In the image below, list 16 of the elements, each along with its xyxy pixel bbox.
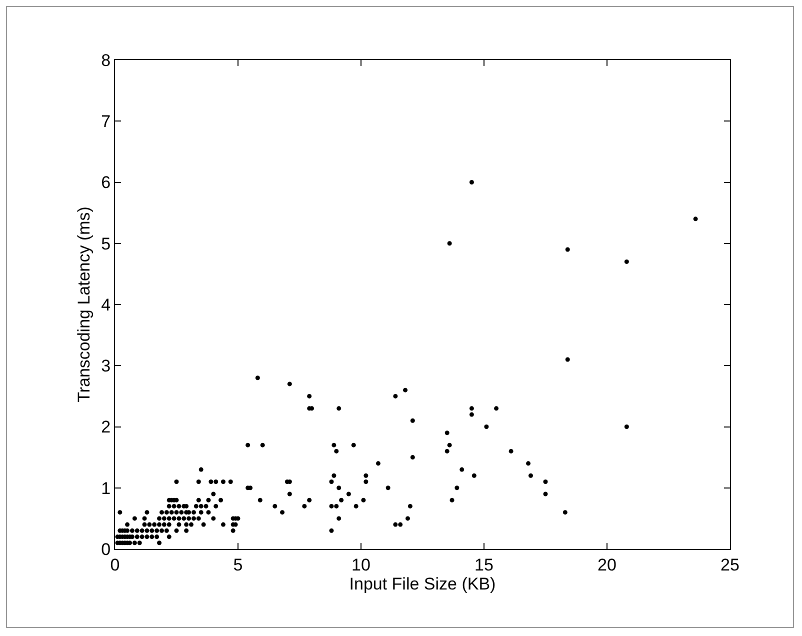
y-tick-label: 2 bbox=[101, 418, 111, 437]
y-tick-label: 8 bbox=[101, 50, 111, 70]
y-tick-label: 1 bbox=[101, 478, 111, 498]
y-tick-label: 6 bbox=[101, 173, 111, 192]
y-axis-title: Transcoding Latency (ms) bbox=[74, 206, 94, 402]
y-tick-label: 7 bbox=[101, 112, 111, 132]
y-tick-label: 3 bbox=[101, 356, 111, 376]
x-tick-label: 15 bbox=[474, 555, 494, 574]
y-tick-label: 4 bbox=[101, 295, 111, 314]
x-tick-label: 20 bbox=[598, 555, 616, 574]
x-tick-label: 25 bbox=[720, 555, 740, 574]
y-tick-label: 0 bbox=[101, 540, 111, 559]
y-tick-label: 5 bbox=[101, 234, 111, 254]
x-axis-title: Input File Size (KB) bbox=[349, 574, 496, 594]
x-tick-label: 10 bbox=[352, 555, 370, 574]
x-tick-label: 5 bbox=[233, 555, 243, 574]
